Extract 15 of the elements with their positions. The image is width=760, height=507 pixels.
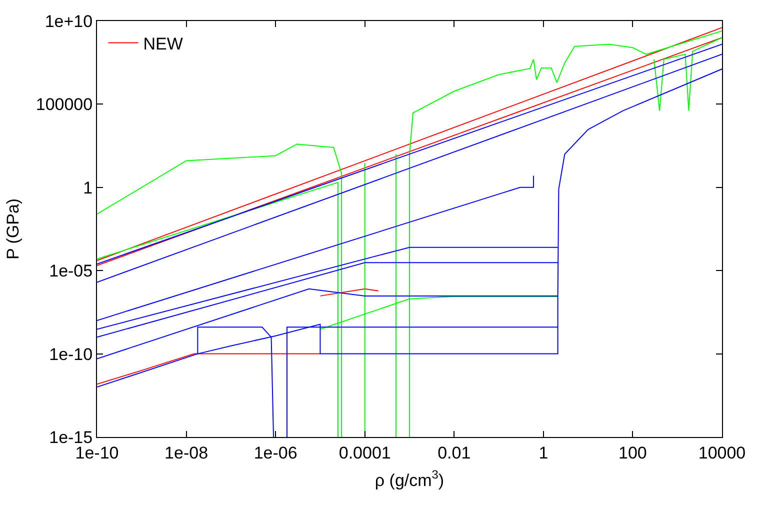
- y-tick-label: 1e-10: [49, 344, 93, 364]
- x-tick-label: 100: [618, 443, 647, 462]
- legend-label: NEW: [143, 34, 183, 54]
- x-tick-label: 0.01: [438, 443, 471, 462]
- y-tick-label: 1: [83, 178, 93, 198]
- y-tick-label: 1e+10: [44, 12, 93, 31]
- y-tick-label: 100000: [36, 95, 93, 114]
- y-axis-title: P (GPa): [3, 198, 22, 260]
- y-tick-label: 1e-05: [49, 262, 93, 281]
- x-tick-label: 1e-08: [164, 443, 208, 462]
- x-axis-title: ρ (g/cm$^{3}$): [374, 468, 444, 490]
- x-tick-label: 10000: [698, 443, 746, 462]
- x-tick-label: 0.0001: [338, 443, 391, 462]
- x-tick-label: 1e-06: [254, 443, 298, 462]
- x-tick-label: 1: [538, 443, 548, 462]
